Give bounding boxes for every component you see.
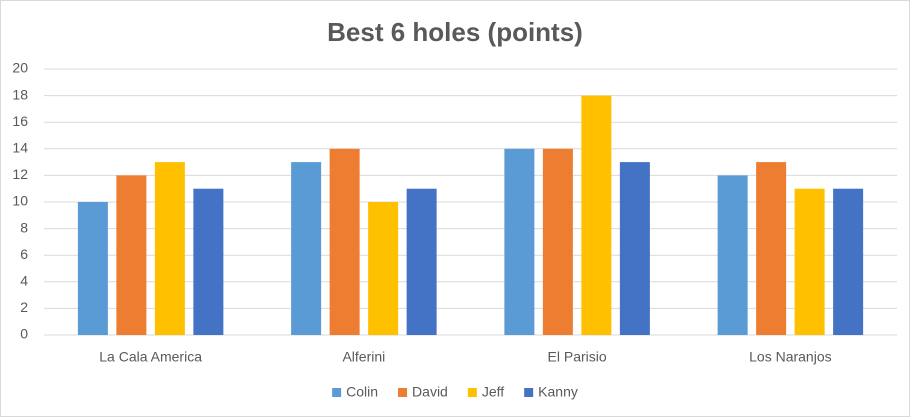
bar (542, 148, 573, 335)
y-tick-label: 12 (12, 166, 28, 182)
bar (619, 162, 650, 335)
y-tick-label: 4 (20, 273, 28, 289)
bar (368, 202, 399, 335)
bar (329, 148, 360, 335)
bar (794, 188, 825, 335)
bar (291, 162, 322, 335)
legend-label: David (412, 384, 448, 400)
bar (193, 188, 224, 335)
x-tick-label: El Parisio (548, 349, 607, 365)
y-tick-label: 16 (12, 113, 28, 129)
x-tick-label: La Cala America (99, 349, 202, 365)
bar (833, 188, 864, 335)
y-tick-label: 14 (12, 140, 28, 156)
x-tick-label: Alferini (342, 349, 385, 365)
bar (717, 175, 748, 335)
bar (756, 162, 787, 335)
bar (504, 148, 535, 335)
bar (116, 175, 147, 335)
bar (154, 162, 185, 335)
chart-title: Best 6 holes (points) (327, 17, 583, 47)
y-tick-label: 20 (12, 60, 28, 76)
y-tick-label: 18 (12, 86, 28, 102)
legend-label: Colin (346, 384, 378, 400)
y-tick-label: 2 (20, 299, 28, 315)
legend-swatch (332, 388, 342, 397)
y-tick-label: 6 (20, 246, 28, 262)
legend-swatch (398, 388, 408, 397)
legend-swatch (524, 388, 534, 397)
x-tick-label: Los Naranjos (749, 349, 832, 365)
bar (581, 95, 612, 335)
bar (406, 188, 437, 335)
y-tick-label: 0 (20, 326, 28, 342)
legend-label: Kanny (538, 384, 578, 400)
y-tick-label: 8 (20, 219, 28, 235)
legend-label: Jeff (482, 384, 504, 400)
legend-swatch (467, 388, 477, 397)
y-tick-label: 10 (12, 193, 28, 209)
bar (77, 202, 108, 335)
